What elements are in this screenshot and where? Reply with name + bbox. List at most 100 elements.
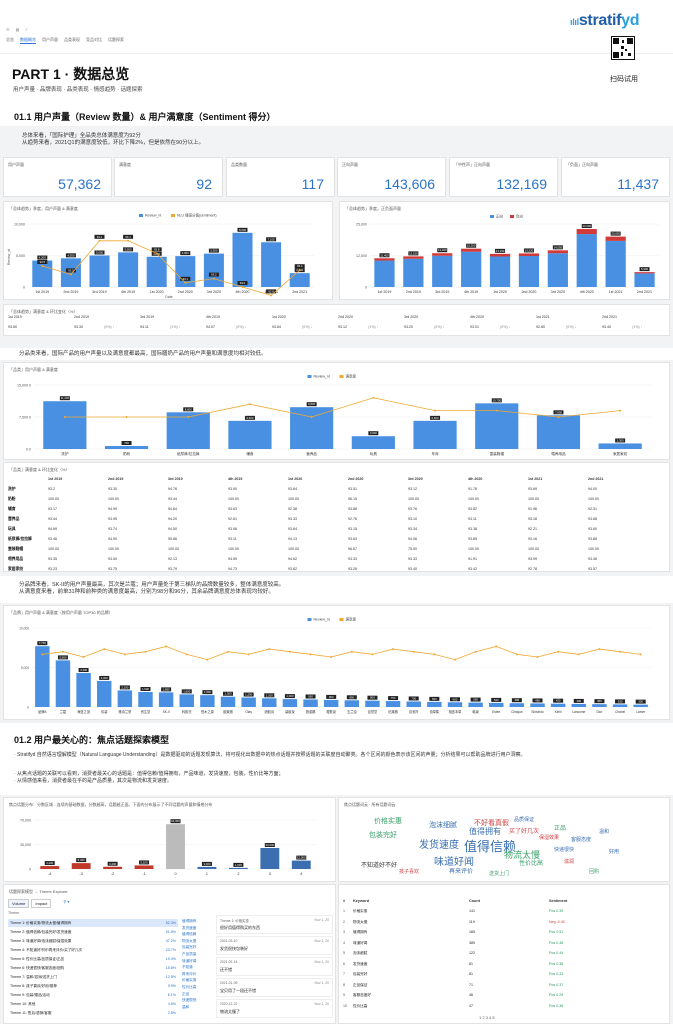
theme-tag[interactable]: 温和 xyxy=(182,1004,190,1009)
bar[interactable] xyxy=(228,867,248,869)
theme-row[interactable]: Theme 9: 包装/赠品/活动 6.1% xyxy=(8,991,178,999)
bar[interactable] xyxy=(351,436,395,449)
theme-tag[interactable]: 包装完好 xyxy=(182,945,197,950)
bar-positive[interactable] xyxy=(634,273,655,287)
keyword[interactable]: 值得拥有 xyxy=(353,930,368,934)
bar[interactable] xyxy=(179,694,194,707)
bar[interactable] xyxy=(262,698,277,707)
cloud-word[interactable]: 再来评价 xyxy=(449,869,474,875)
theme-row[interactable]: Theme 7: 温和/滋润/送货上门 12.5% xyxy=(8,973,178,981)
keyword[interactable]: 正品保证 xyxy=(353,982,368,987)
theme-tag[interactable]: 产品质量 xyxy=(182,952,197,956)
theme-row[interactable]: Theme 8: 孩子喜欢/好用/推荐 9.9% xyxy=(8,982,178,990)
cloud-word[interactable]: 保湿效果 xyxy=(539,835,560,841)
bar[interactable] xyxy=(241,697,256,707)
theme-row[interactable]: Theme 1: 价格实惠/物流太慢/值得拥有 62.3% xyxy=(8,919,178,927)
pager[interactable]: 1 2 3 4 5 xyxy=(479,1015,495,1020)
bar[interactable] xyxy=(447,702,463,707)
bar[interactable] xyxy=(261,242,282,287)
bar[interactable] xyxy=(220,696,236,707)
bar[interactable] xyxy=(71,863,91,869)
bar-positive[interactable] xyxy=(576,234,597,287)
theme-tag[interactable]: 再来评价 xyxy=(182,971,197,976)
doc-card[interactable]: Theme 1: 价格实惠 ... Nov 1, 20 很好用值得购买的东西 xyxy=(216,915,333,934)
bar[interactable] xyxy=(592,704,607,707)
keyword[interactable]: 味道好闻 xyxy=(353,940,368,945)
cloud-word[interactable]: 包装完好 xyxy=(369,832,397,839)
theme-tag[interactable]: 味道好闻 xyxy=(182,958,197,963)
cloud-word[interactable]: 物流太慢 xyxy=(504,850,541,860)
cloud-word[interactable]: 品质保证 xyxy=(514,817,535,823)
bar[interactable] xyxy=(282,699,298,707)
bar-negative[interactable] xyxy=(432,253,453,256)
theme-row[interactable]: Theme 4: 不知道好不好/再来评价/买了好几次 23.7% xyxy=(8,946,178,954)
cloud-word[interactable]: 泡沫细腻 xyxy=(429,822,457,829)
bar[interactable] xyxy=(260,848,280,869)
bar[interactable] xyxy=(166,824,185,869)
bar-positive[interactable] xyxy=(432,255,453,287)
theme-tag[interactable]: 快递很快 xyxy=(182,998,197,1003)
menu-icon[interactable]: ☰ xyxy=(6,27,10,32)
cloud-word[interactable]: 送货上门 xyxy=(489,871,510,877)
doc-card[interactable]: 2021-01-05 Nov 1, 20 宝贝用了一段还不错 xyxy=(216,978,333,997)
bar[interactable] xyxy=(134,865,154,869)
cloud-word[interactable]: 买了好几次 xyxy=(509,829,540,835)
bar[interactable] xyxy=(323,699,339,707)
bar[interactable] xyxy=(60,258,81,287)
bar[interactable] xyxy=(43,401,87,449)
cloud-word[interactable]: 不好看真假 xyxy=(474,820,509,827)
theme-row[interactable]: Theme 11: 售后/退换/客服 2.8% xyxy=(8,1009,178,1017)
cloud-word[interactable]: 发货速度 xyxy=(419,840,459,851)
theme-tag[interactable]: 正品 xyxy=(182,991,190,996)
filter-icon[interactable]: ⚲ ▾ xyxy=(63,899,70,904)
bar[interactable] xyxy=(228,420,272,449)
theme-row[interactable]: Theme 2: 值得信赖/包装完好/发货速度 51.5% xyxy=(8,928,178,936)
keyword[interactable]: 价格实惠 xyxy=(353,909,368,913)
nav-tab[interactable]: 品类表现 xyxy=(64,37,80,42)
bar[interactable] xyxy=(89,255,110,288)
bar[interactable] xyxy=(138,691,153,707)
bar-negative[interactable] xyxy=(374,258,395,261)
bar-positive[interactable] xyxy=(403,258,424,287)
nav-tab[interactable]: 话题探索 xyxy=(108,37,124,42)
bar[interactable] xyxy=(289,273,310,287)
cloud-word[interactable]: 回购 xyxy=(589,869,600,875)
theme-tag[interactable]: 不知道 xyxy=(182,965,193,970)
keyword[interactable]: 物流太慢 xyxy=(353,919,368,924)
bar[interactable] xyxy=(406,701,421,707)
bar[interactable] xyxy=(197,866,217,869)
theme-tag[interactable]: 性价比高 xyxy=(182,985,197,989)
bar-positive[interactable] xyxy=(605,240,626,287)
bar[interactable] xyxy=(55,660,71,707)
bar[interactable] xyxy=(203,253,224,287)
doc-card[interactable]: 2021-03-10 Nov 1, 20 发货很快包装好 xyxy=(216,936,333,955)
bar[interactable] xyxy=(612,704,628,707)
bar[interactable] xyxy=(104,446,149,449)
bar[interactable] xyxy=(365,700,380,707)
theme-tag[interactable]: 值得信赖 xyxy=(182,932,197,937)
cloud-word[interactable]: 味道好闻 xyxy=(434,857,474,868)
bar[interactable] xyxy=(35,646,50,707)
bar-negative[interactable] xyxy=(489,253,511,257)
bar[interactable] xyxy=(413,420,457,449)
theme-row[interactable]: Theme 10: 其他 4.6% xyxy=(8,1000,178,1008)
bar[interactable] xyxy=(32,260,53,287)
bar[interactable] xyxy=(40,866,60,869)
bar[interactable] xyxy=(468,702,483,707)
bar[interactable] xyxy=(232,232,253,287)
bar-negative[interactable] xyxy=(547,250,568,254)
bar-negative[interactable] xyxy=(576,229,597,235)
keyword[interactable]: 包装完好 xyxy=(353,972,368,976)
theme-tag[interactable]: 发货速度 xyxy=(182,925,197,930)
bar-negative[interactable] xyxy=(634,272,655,274)
bar[interactable] xyxy=(385,701,401,707)
cloud-word[interactable]: 值得信赖 xyxy=(464,839,517,854)
cloud-word[interactable]: 正品 xyxy=(554,826,567,832)
bar[interactable] xyxy=(509,703,525,707)
nav-tab[interactable]: 总览 xyxy=(6,37,14,42)
doc-card[interactable]: 2020-12-22 Nov 1, 20 物流太慢了 xyxy=(216,999,333,1018)
theme-row[interactable]: Theme 5: 性价比高/品质保证/正品 19.4% xyxy=(8,955,178,963)
theme-tag[interactable]: 值得拥有 xyxy=(182,919,197,923)
keyword[interactable]: 泡沫细腻 xyxy=(353,951,368,955)
bar[interactable] xyxy=(96,680,112,707)
